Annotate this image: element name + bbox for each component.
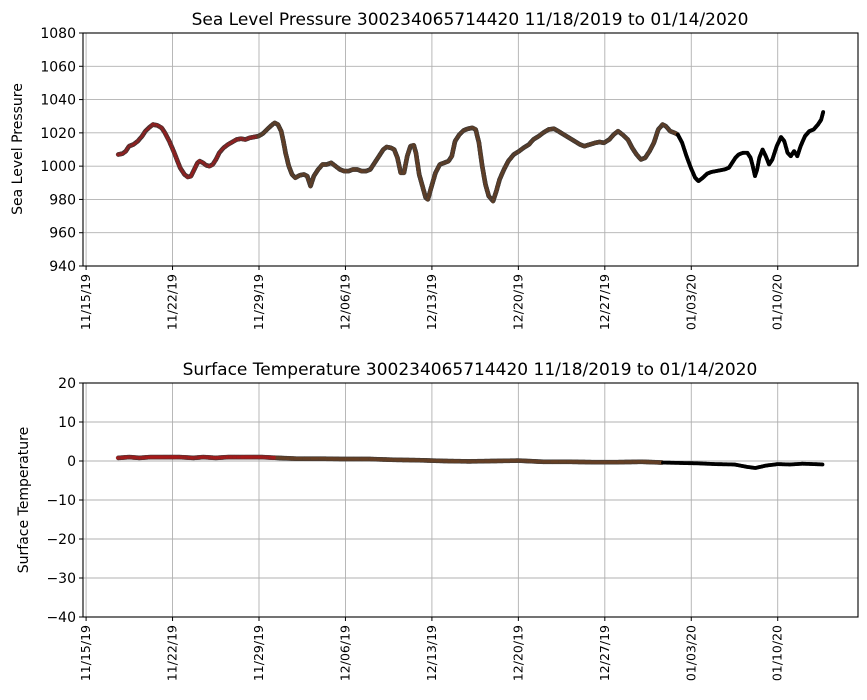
y-tick-label: −30 [46,571,76,587]
x-tick-label: 01/03/20 [683,625,698,681]
pressure-y-label: Sea Level Pressure [10,83,26,215]
pressure-title: Sea Level Pressure 300234065714420 11/18… [192,10,749,30]
series-segment-2 [275,455,665,465]
y-tick-label: 980 [49,192,76,208]
y-tick-label: −40 [46,610,76,626]
y-tick-label: 940 [49,259,76,275]
x-tick-label: 01/03/20 [683,274,698,330]
x-tick-label: 12/13/19 [424,625,439,681]
data-point [820,462,825,467]
x-tick-label: 12/27/19 [597,274,612,330]
x-tick-label: 12/13/19 [424,274,439,330]
temperature-grid [83,382,858,618]
pressure-y-ticks: 940 960 980 1000 1020 1040 1060 1080 [40,26,83,275]
y-tick-label: 1020 [40,126,76,142]
temperature-title: Surface Temperature 300234065714420 11/1… [183,360,758,380]
series-segment-1 [115,122,260,180]
x-tick-label: 12/06/19 [337,625,352,681]
pressure-grid [83,32,858,267]
y-tick-label: 1040 [40,93,76,109]
series-segment-2 [256,120,680,204]
pressure-series [115,110,826,204]
x-tick-label: 12/20/19 [510,625,525,681]
y-tick-label: 960 [49,226,76,242]
x-tick-label: 11/29/19 [251,625,266,681]
pressure-x-ticks: 11/15/19 11/22/19 11/29/19 12/06/19 12/13/19… [78,266,785,330]
x-tick-label: 11/15/19 [78,274,93,330]
x-tick-label: 11/29/19 [251,274,266,330]
x-tick-label: 11/15/19 [78,625,93,681]
data-point [821,110,826,114]
y-tick-label: 1060 [40,59,76,75]
series-segment-3 [661,460,825,470]
y-tick-label: 10 [58,415,76,431]
x-tick-label: 11/22/19 [165,625,180,681]
y-tick-label: 1000 [40,159,76,175]
x-tick-label: 12/06/19 [337,274,352,330]
temperature-x-ticks: 11/15/19 11/22/19 11/29/19 12/06/19 12/13/19… [78,617,785,681]
temperature-chart: −40 −30 −20 −10 0 10 20 11/15/19 11/22/19 11/29/… [16,360,859,681]
series-segment-1 [115,454,279,461]
x-tick-label: 12/27/19 [597,625,612,681]
x-tick-label: 01/10/20 [770,274,785,330]
y-tick-label: 1080 [40,26,76,42]
x-tick-label: 12/20/19 [510,274,525,330]
pressure-axes-frame [82,32,859,267]
temperature-y-label: Surface Temperature [16,427,32,573]
x-tick-label: 11/22/19 [165,274,180,330]
y-tick-label: −20 [46,532,76,548]
x-tick-label: 01/10/20 [770,625,785,681]
temperature-y-ticks: −40 −30 −20 −10 0 10 20 [46,376,83,626]
temperature-series [115,454,825,470]
y-tick-label: 20 [58,376,76,392]
series-segment-3 [675,110,826,184]
y-tick-label: 0 [67,454,76,470]
y-tick-label: −10 [46,493,76,509]
